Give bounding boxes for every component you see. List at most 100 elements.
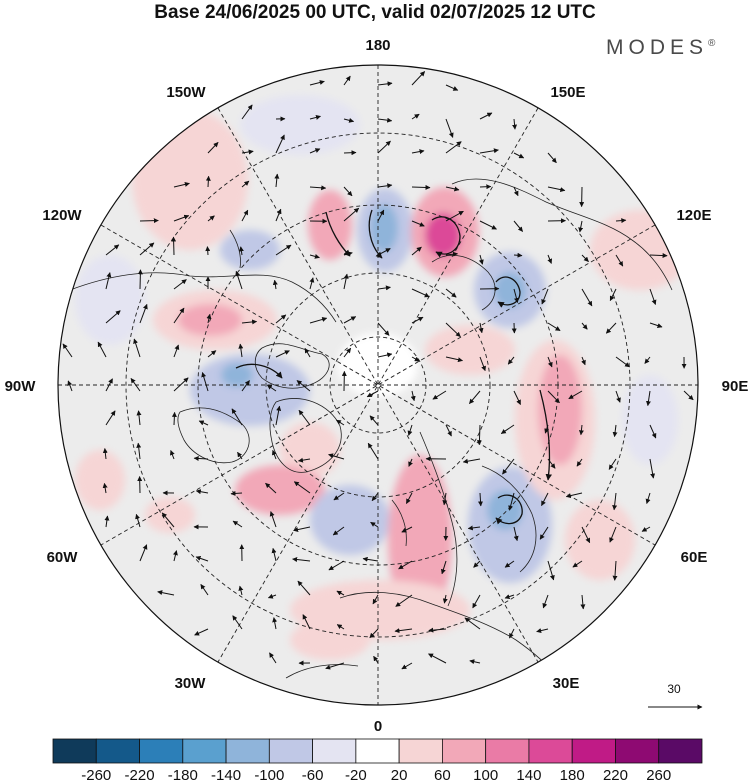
colorbar-label: 260 [646, 767, 671, 783]
wind-arrow [411, 246, 422, 256]
wind-arrow [377, 117, 393, 123]
wind-arrow [272, 617, 278, 630]
wind-arrow [275, 350, 290, 358]
wind-arrow [411, 71, 426, 86]
colorbar-swatch [268, 738, 314, 764]
wind-arrow [369, 628, 379, 639]
wind-arrow [370, 521, 379, 528]
wind-arrow [578, 424, 584, 436]
lon-label-0: 0 [374, 718, 382, 735]
wind-arrow [565, 492, 583, 499]
anomaly-patch [590, 210, 690, 290]
wind-arrow [325, 662, 345, 670]
wind-arrow [296, 380, 311, 392]
lon-label-180: 180 [365, 37, 390, 54]
colorbar-label: 100 [473, 767, 498, 783]
wind-arrow [267, 593, 277, 599]
anomaly-patch [338, 333, 418, 397]
wind-arrow [137, 269, 143, 290]
wind-arrow [139, 242, 155, 256]
jet-streamlines [235, 209, 552, 525]
wind-arrow [513, 152, 525, 159]
wind-arrow [464, 617, 481, 630]
wind-arrow [102, 448, 108, 460]
anomaly-patch [75, 255, 145, 345]
wind-arrow [293, 481, 311, 494]
meridian [100, 224, 656, 546]
latitude-circle [265, 272, 491, 498]
wind-arrow [173, 344, 180, 358]
wind-arrow [275, 314, 287, 324]
wind-arrow [309, 114, 321, 120]
coastline [269, 398, 342, 473]
wind-arrow [238, 343, 244, 358]
wind-arrow [241, 149, 254, 155]
wind-arrow [472, 594, 481, 609]
colorbar-swatch [571, 738, 616, 764]
anomaly-patch [622, 375, 678, 465]
wind-arrow [130, 377, 141, 392]
wind-arrow [479, 112, 493, 120]
anomaly-patch [425, 325, 515, 375]
wind-arrow [609, 526, 617, 543]
wind-arrow [445, 322, 461, 338]
wind-arrow [394, 628, 413, 634]
coastline [481, 465, 537, 573]
wind-arrow [207, 350, 217, 358]
wind-arrow [366, 390, 379, 398]
wind-arrow [612, 424, 618, 438]
wind-arrow [195, 489, 209, 495]
lon-label-90w: 90W [5, 378, 37, 395]
wind-arrow [411, 149, 425, 155]
wind-arrow [547, 152, 557, 164]
wind-arrow [67, 380, 73, 392]
colorbar-label: -60 [302, 767, 324, 783]
wind-arrow [542, 594, 549, 609]
colorbar-swatch [615, 738, 660, 764]
anomaly-patch [310, 485, 390, 555]
streamline [368, 209, 383, 259]
streamline [235, 363, 283, 379]
wind-arrow [504, 560, 515, 568]
wind-arrow [469, 659, 481, 665]
wind-arrow [328, 453, 345, 460]
wind-arrow [198, 420, 209, 426]
wind-arrow [512, 118, 518, 130]
wind-arrow [615, 390, 621, 403]
wind-arrow [445, 251, 458, 257]
wind-arrow [136, 410, 142, 426]
wind-arrow [293, 526, 311, 533]
wind-arrow [377, 322, 390, 336]
wind-arrow [432, 390, 447, 400]
wind-arrow [580, 594, 586, 610]
wind-arrow [405, 492, 413, 504]
wind-arrow [509, 628, 515, 639]
lon-label-30w: 30W [175, 675, 207, 692]
anomaly-patch [290, 620, 370, 660]
wind-arrow [275, 134, 285, 154]
wind-arrow [645, 390, 651, 407]
wind-arrow [401, 662, 413, 670]
wind-arrow [373, 655, 379, 664]
reference-vector: 30 [648, 682, 703, 710]
wind-arrow [173, 279, 187, 290]
anomaly-patch [220, 230, 280, 270]
wind-arrow [445, 210, 464, 222]
wind-arrow [615, 218, 627, 224]
wind-arrow [173, 181, 190, 188]
wind-arrow [206, 313, 212, 324]
wind-arrow [541, 492, 549, 507]
coastline [254, 343, 330, 389]
wind-arrow [395, 594, 413, 607]
map-border [57, 64, 699, 706]
colorbar: -260 -220 -180 -140 -100 -60 -20 20 60 100 140 180 2… [52, 738, 703, 783]
wind-arrow [476, 424, 482, 446]
wind-arrow [173, 214, 190, 222]
colorbar-label: -100 [254, 767, 284, 783]
colorbar-label: 180 [560, 767, 585, 783]
lon-label-120w: 120W [42, 207, 82, 224]
colorbar-swatch [52, 738, 97, 764]
wind-arrow [644, 356, 651, 364]
lon-label-90e: 90E [722, 378, 749, 395]
